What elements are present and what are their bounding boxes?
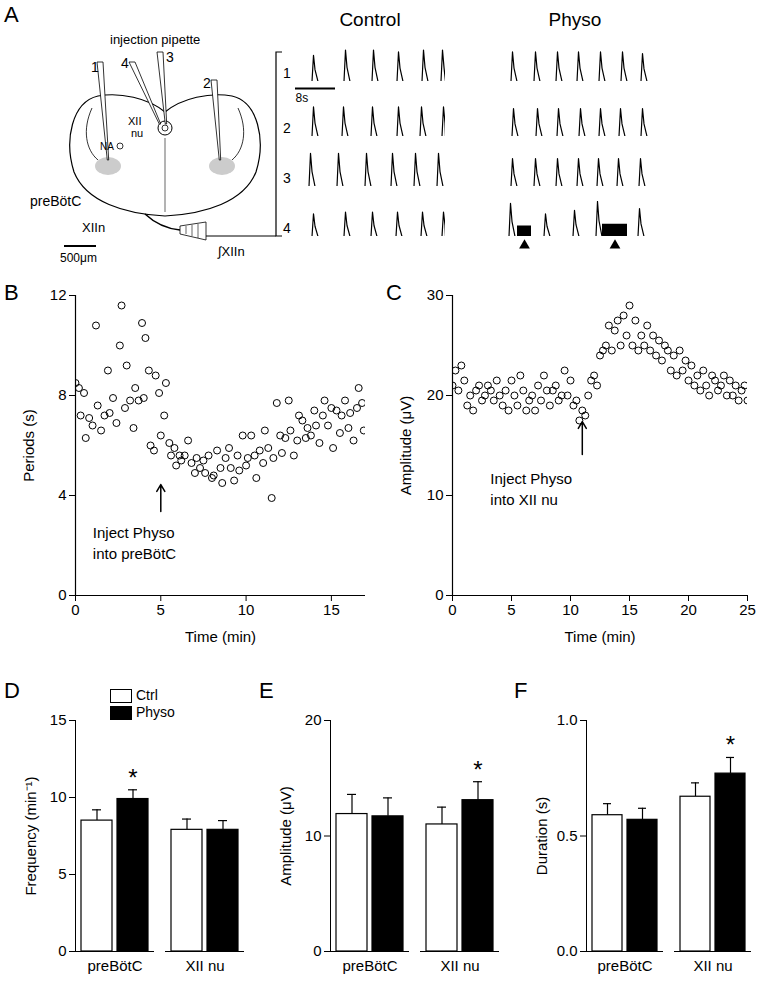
svg-text:preBötC: preBötC	[597, 957, 652, 974]
svg-text:0: 0	[313, 942, 321, 959]
svg-text:*: *	[128, 764, 137, 791]
html-text:F: F	[514, 678, 528, 703]
svg-text:30: 30	[427, 286, 444, 303]
svg-text:20: 20	[680, 601, 697, 618]
svg-text:XII nu: XII nu	[440, 957, 479, 974]
svg-text:nu: nu	[131, 127, 143, 139]
svg-text:∫XIIn: ∫XIIn	[217, 244, 245, 259]
svg-text:preBötC: preBötC	[342, 957, 397, 974]
svg-text:4: 4	[58, 486, 66, 503]
svg-text:20: 20	[427, 386, 444, 403]
svg-text:15: 15	[621, 601, 638, 618]
svg-text:Time (min): Time (min)	[564, 628, 635, 645]
svg-text:12: 12	[50, 286, 67, 303]
html-text:3: 3	[283, 170, 291, 186]
svg-text:10: 10	[562, 601, 579, 618]
svg-text:0: 0	[58, 586, 66, 603]
svg-text:0.5: 0.5	[557, 827, 578, 844]
html-text:C: C	[386, 280, 402, 305]
svg-text:15: 15	[323, 601, 340, 618]
svg-text:0: 0	[435, 586, 443, 603]
svg-text:4: 4	[121, 55, 129, 71]
svg-text:XII: XII	[128, 115, 141, 127]
html-text:4: 4	[283, 220, 291, 236]
html-text:A: A	[4, 2, 19, 27]
svg-text:5: 5	[157, 601, 165, 618]
svg-text:25: 25	[739, 601, 756, 618]
html-text:2: 2	[283, 120, 291, 136]
svg-text:XIIn: XIIn	[82, 220, 105, 235]
svg-text:Amplitude (μV): Amplitude (μV)	[397, 396, 414, 496]
svg-text:Frequency (min⁻¹): Frequency (min⁻¹)	[22, 776, 39, 895]
svg-text:5: 5	[507, 601, 515, 618]
svg-text:Amplitude (μV): Amplitude (μV)	[277, 786, 294, 886]
svg-text:10: 10	[427, 486, 444, 503]
html-text:Control: Control	[339, 9, 401, 30]
html-text:D: D	[4, 678, 20, 703]
svg-text:500μm: 500μm	[60, 251, 97, 265]
svg-text:15: 15	[50, 711, 67, 728]
svg-text:*: *	[473, 756, 482, 783]
svg-text:8s: 8s	[296, 91, 309, 105]
svg-text:2: 2	[203, 75, 211, 91]
html-text:E: E	[259, 678, 274, 703]
svg-text:injection pipette: injection pipette	[110, 32, 200, 47]
svg-text:1.0: 1.0	[557, 711, 578, 728]
svg-text:0.0: 0.0	[557, 942, 578, 959]
svg-text:XII nu: XII nu	[693, 957, 732, 974]
svg-text:Time (min): Time (min)	[185, 628, 256, 645]
svg-text:Inject Physointo preBötC: Inject Physointo preBötC	[93, 524, 177, 562]
svg-text:8: 8	[58, 386, 66, 403]
svg-text:5: 5	[58, 865, 66, 882]
html-text:Physo: Physo	[548, 9, 602, 30]
svg-text:0: 0	[71, 601, 79, 618]
svg-text:*: *	[726, 731, 735, 758]
html-text:B: B	[4, 280, 19, 305]
svg-text:20: 20	[305, 711, 322, 728]
html-text:Ctrl: Ctrl	[136, 687, 158, 703]
svg-text:10: 10	[50, 788, 67, 805]
svg-text:XII nu: XII nu	[185, 957, 224, 974]
svg-text:Inject Physointo XII nu: Inject Physointo XII nu	[490, 470, 572, 508]
svg-text:1: 1	[91, 59, 99, 75]
svg-text:0: 0	[448, 601, 456, 618]
svg-text:Duration (s): Duration (s)	[533, 797, 550, 875]
svg-text:preBötC: preBötC	[30, 193, 81, 209]
html-text:1: 1	[283, 65, 291, 81]
svg-text:NA: NA	[100, 141, 114, 152]
html-text:Physo: Physo	[136, 704, 175, 720]
svg-text:Periods (s): Periods (s)	[20, 409, 37, 482]
svg-text:preBötC: preBötC	[87, 957, 142, 974]
svg-text:0: 0	[58, 942, 66, 959]
svg-text:3: 3	[166, 49, 174, 65]
svg-text:10: 10	[305, 827, 322, 844]
svg-text:10: 10	[238, 601, 255, 618]
